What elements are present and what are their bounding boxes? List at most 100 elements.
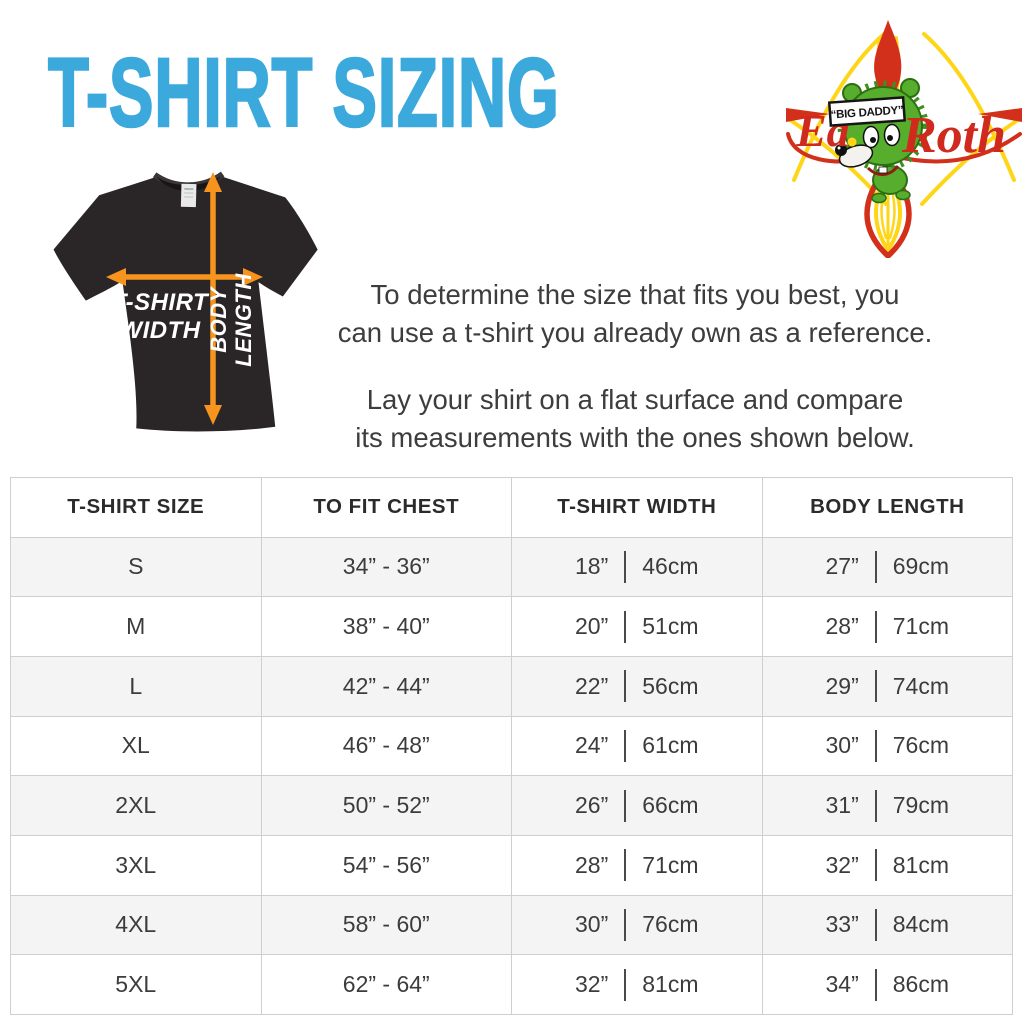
width-cell: 28” 71cm <box>512 836 762 895</box>
svg-text:LENGTH: LENGTH <box>231 273 256 367</box>
tshirt-shape <box>53 171 318 432</box>
chest-cell: 50” - 52” <box>261 776 511 835</box>
size-cell: S <box>11 537 261 597</box>
length-inches: 32” <box>825 851 859 878</box>
unit-divider <box>624 550 627 583</box>
svg-text:WIDTH: WIDTH <box>119 317 200 344</box>
length-inches: 27” <box>825 553 859 580</box>
length-cm: 84cm <box>892 911 949 938</box>
intro-p1-line1: To determine the size that fits you best… <box>370 279 900 310</box>
width-inches: 22” <box>575 672 609 699</box>
chest-cell: 58” - 60” <box>261 895 511 955</box>
width-cm: 51cm <box>642 613 699 640</box>
length-inches: 29” <box>825 672 859 699</box>
unit-divider <box>874 729 877 762</box>
ed-roth-logo: Ed Roth “BIG DADDY” <box>786 8 1022 260</box>
length-cm: 76cm <box>892 732 949 759</box>
unit-divider <box>624 908 627 941</box>
length-cell: 27” 69cm <box>762 537 1012 597</box>
length-arrow-icon <box>204 172 222 425</box>
intro-paragraph-1: To determine the size that fits you best… <box>300 276 970 352</box>
column-header-width: T-SHIRT WIDTH <box>512 478 762 537</box>
length-inches: 30” <box>825 732 859 759</box>
unit-divider <box>874 908 877 941</box>
svg-text:BODY: BODY <box>206 285 231 352</box>
chest-cell: 62” - 64” <box>261 955 511 1014</box>
width-cm: 71cm <box>642 851 699 878</box>
length-cell: 32” 81cm <box>762 836 1012 895</box>
length-inches: 31” <box>825 792 859 819</box>
length-cell: 28” 71cm <box>762 597 1012 656</box>
width-cell: 20” 51cm <box>512 597 762 656</box>
intro-text: To determine the size that fits you best… <box>300 276 970 457</box>
neck-tag <box>180 183 197 208</box>
width-inches: 28” <box>575 851 609 878</box>
column-header-chest: TO FIT CHEST <box>261 478 511 537</box>
width-arrow-icon <box>106 268 263 286</box>
chest-cell: 54” - 56” <box>261 836 511 895</box>
width-cm: 56cm <box>642 672 699 699</box>
length-cm: 86cm <box>892 971 949 998</box>
chest-cell: 38” - 40” <box>261 597 511 656</box>
intro-p2-line2: its measurements with the ones shown bel… <box>355 422 915 453</box>
width-cell: 32” 81cm <box>512 955 762 1014</box>
length-cell: 31” 79cm <box>762 776 1012 835</box>
length-cm: 79cm <box>892 792 949 819</box>
svg-text:T-SHIRT: T-SHIRT <box>112 289 210 316</box>
length-cell: 33” 84cm <box>762 895 1012 955</box>
logo-roth-text: Roth <box>901 107 1006 164</box>
size-cell: XL <box>11 716 261 776</box>
width-cm: 46cm <box>642 553 699 580</box>
size-cell: M <box>11 597 261 656</box>
unit-divider <box>624 729 627 762</box>
size-cell: L <box>11 657 261 716</box>
length-cell: 34” 86cm <box>762 955 1012 1014</box>
unit-divider <box>874 968 877 1001</box>
banner-text: “BIG DADDY” <box>830 104 903 121</box>
width-cell: 30” 76cm <box>512 895 762 955</box>
rat-fink-pinstripe-icon: Ed Roth “BIG DADDY” <box>786 20 1022 260</box>
unit-divider <box>624 789 627 822</box>
unit-divider <box>874 610 877 643</box>
size-cell: 2XL <box>11 776 261 835</box>
unit-divider <box>874 849 877 882</box>
unit-divider <box>874 789 877 822</box>
column-header-length: BODY LENGTH <box>762 478 1012 537</box>
length-inches: 28” <box>825 613 859 640</box>
intro-p1-line2: can use a t-shirt you already own as a r… <box>337 317 933 348</box>
width-inches: 32” <box>575 971 609 998</box>
length-cell: 30” 76cm <box>762 716 1012 776</box>
size-cell: 3XL <box>11 836 261 895</box>
unit-divider <box>624 968 627 1001</box>
width-cell: 24” 61cm <box>512 716 762 776</box>
length-cm: 71cm <box>892 613 949 640</box>
length-inches: 33” <box>825 911 859 938</box>
width-cell: 22” 56cm <box>512 657 762 716</box>
tshirt-measurement-diagram: T-SHIRT WIDTH BODY LENGTH <box>48 158 328 448</box>
length-inches: 34” <box>825 971 859 998</box>
unit-divider <box>624 849 627 882</box>
intro-paragraph-2: Lay your shirt on a flat surface and com… <box>300 381 970 457</box>
intro-p2-line1: Lay your shirt on a flat surface and com… <box>366 384 904 415</box>
length-cm: 81cm <box>892 851 949 878</box>
unit-divider <box>874 670 877 703</box>
width-inches: 18” <box>575 553 609 580</box>
tshirt-graphic: T-SHIRT WIDTH BODY LENGTH <box>53 171 318 432</box>
chest-cell: 46” - 48” <box>261 716 511 776</box>
length-cell: 29” 74cm <box>762 657 1012 716</box>
width-cm: 76cm <box>642 911 699 938</box>
logo-ed-period <box>847 137 857 147</box>
size-cell: 4XL <box>11 895 261 955</box>
column-header-size: T-SHIRT SIZE <box>11 478 261 537</box>
chest-cell: 42” - 44” <box>261 657 511 716</box>
unit-divider <box>624 670 627 703</box>
length-cm: 69cm <box>892 553 949 580</box>
size-table: T-SHIRT SIZE TO FIT CHEST T-SHIRT WIDTH … <box>10 477 1013 1015</box>
width-inches: 20” <box>575 613 609 640</box>
width-label: T-SHIRT WIDTH <box>112 289 210 344</box>
width-inches: 24” <box>575 732 609 759</box>
logo-banner: “BIG DADDY” <box>827 96 907 127</box>
width-cell: 26” 66cm <box>512 776 762 835</box>
width-inches: 26” <box>575 792 609 819</box>
